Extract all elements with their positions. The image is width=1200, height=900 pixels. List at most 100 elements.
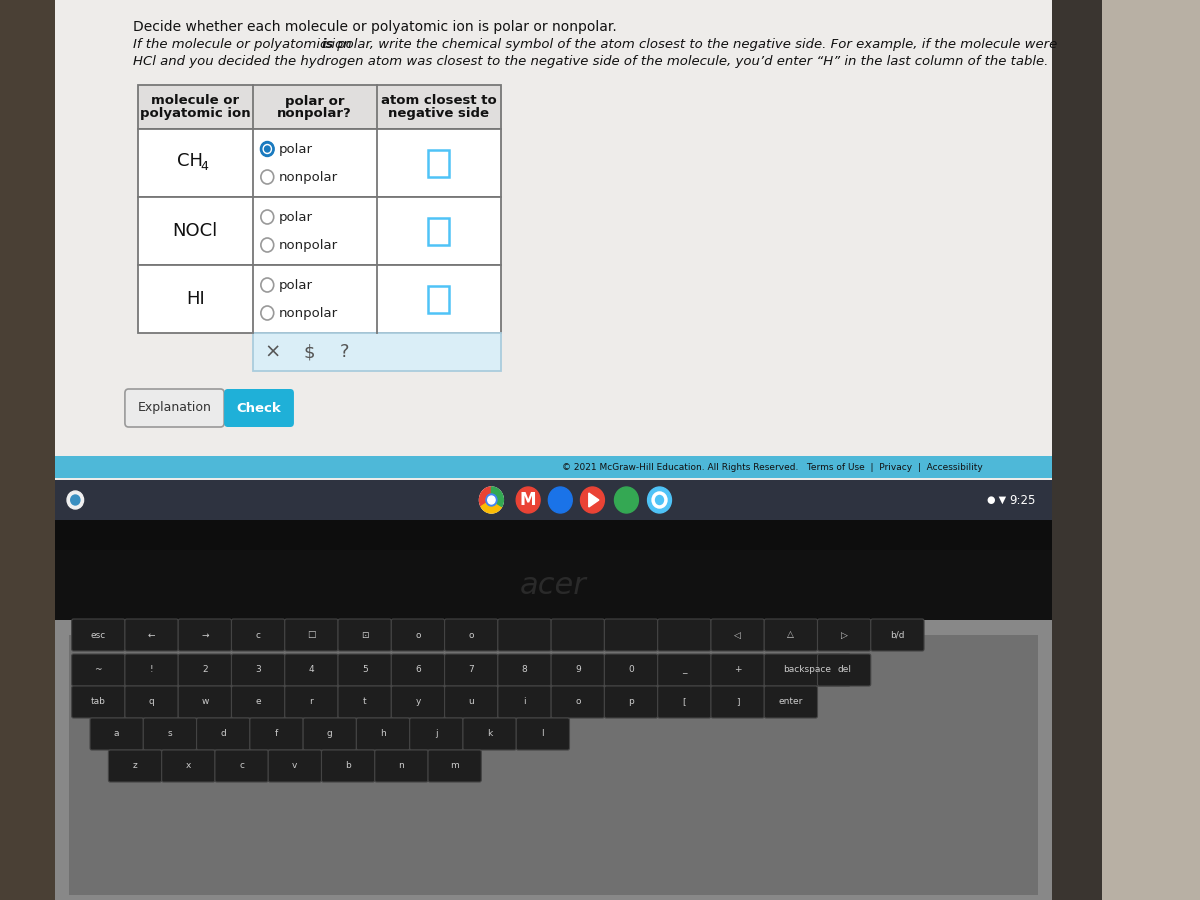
Text: NOCl: NOCl [173,222,218,240]
FancyBboxPatch shape [138,197,500,265]
Text: k: k [487,730,492,739]
FancyBboxPatch shape [391,686,444,718]
Text: △: △ [787,631,794,640]
FancyBboxPatch shape [72,686,125,718]
Text: 9:25: 9:25 [1009,493,1036,507]
Text: M: M [520,491,536,509]
Text: tab: tab [91,698,106,706]
FancyBboxPatch shape [551,686,605,718]
Wedge shape [480,487,492,507]
Text: nonpolar: nonpolar [278,238,337,251]
FancyBboxPatch shape [138,265,500,333]
FancyBboxPatch shape [374,750,428,782]
Text: HI: HI [186,290,204,308]
Text: q: q [149,698,155,706]
Wedge shape [492,487,503,507]
Text: o: o [415,631,421,640]
FancyBboxPatch shape [658,619,710,651]
Text: l: l [541,730,544,739]
Text: c: c [239,761,244,770]
Text: Explanation: Explanation [138,401,211,415]
Text: 2: 2 [202,665,208,674]
FancyBboxPatch shape [428,750,481,782]
Text: b: b [346,761,352,770]
Circle shape [67,491,84,509]
Text: polyatomic ion: polyatomic ion [140,107,251,121]
Text: m: m [450,761,460,770]
FancyBboxPatch shape [338,654,391,686]
Text: 0: 0 [628,665,634,674]
FancyBboxPatch shape [444,686,498,718]
Text: _: _ [682,665,686,674]
FancyBboxPatch shape [356,718,409,750]
FancyBboxPatch shape [197,718,250,750]
Text: j: j [434,730,438,739]
Text: atom closest to: atom closest to [380,94,497,107]
FancyBboxPatch shape [605,654,658,686]
FancyBboxPatch shape [178,654,232,686]
Text: $: $ [304,343,316,361]
Text: © 2021 McGraw-Hill Education. All Rights Reserved.   Terms of Use  |  Privacy  |: © 2021 McGraw-Hill Education. All Rights… [563,463,983,472]
FancyBboxPatch shape [68,635,1038,895]
FancyBboxPatch shape [764,619,817,651]
FancyBboxPatch shape [764,654,851,686]
Text: ]: ] [736,698,739,706]
FancyBboxPatch shape [304,718,356,750]
Text: r: r [310,698,313,706]
FancyBboxPatch shape [871,619,924,651]
Circle shape [480,487,503,513]
FancyBboxPatch shape [162,750,215,782]
Text: molecule or: molecule or [151,94,239,107]
Text: If the molecule or polyatomic ion: If the molecule or polyatomic ion [133,38,356,51]
Text: →: → [202,631,209,640]
Text: esc: esc [91,631,106,640]
Text: [: [ [683,698,686,706]
FancyBboxPatch shape [55,520,1051,550]
FancyBboxPatch shape [90,718,143,750]
Text: nonpolar?: nonpolar? [277,107,352,121]
Text: ◁: ◁ [734,631,742,640]
FancyBboxPatch shape [428,285,449,312]
FancyBboxPatch shape [338,686,391,718]
Text: ?: ? [340,343,349,361]
Text: y: y [415,698,421,706]
Circle shape [516,487,540,513]
Text: del: del [838,665,851,674]
Circle shape [548,487,572,513]
FancyBboxPatch shape [516,718,570,750]
Text: ▷: ▷ [841,631,847,640]
FancyBboxPatch shape [428,149,449,176]
Text: 4: 4 [308,665,314,674]
Text: 5: 5 [361,665,367,674]
Text: acer: acer [520,571,587,599]
FancyBboxPatch shape [0,0,55,900]
Circle shape [264,146,270,152]
Text: Decide whether each molecule or polyatomic ion is polar or nonpolar.: Decide whether each molecule or polyatom… [133,20,617,34]
Text: w: w [202,698,209,706]
Text: p: p [628,698,634,706]
Text: enter: enter [779,698,803,706]
Text: a: a [114,730,120,739]
Text: 4: 4 [200,160,209,174]
Text: h: h [380,730,386,739]
Text: s: s [168,730,173,739]
Circle shape [487,496,496,504]
Text: is: is [322,38,334,51]
Text: ● ▼: ● ▼ [988,495,1006,505]
FancyBboxPatch shape [269,750,322,782]
Text: v: v [292,761,298,770]
Text: o: o [575,698,581,706]
Text: 9: 9 [575,665,581,674]
FancyBboxPatch shape [605,619,658,651]
FancyBboxPatch shape [551,619,605,651]
FancyBboxPatch shape [498,686,551,718]
Text: polar, write the chemical symbol of the atom closest to the negative side. For e: polar, write the chemical symbol of the … [334,38,1057,51]
Text: negative side: negative side [388,107,490,121]
FancyBboxPatch shape [428,218,449,245]
FancyBboxPatch shape [232,619,284,651]
Circle shape [71,495,80,505]
FancyBboxPatch shape [232,654,284,686]
Text: polar: polar [278,142,312,156]
FancyBboxPatch shape [391,654,444,686]
FancyBboxPatch shape [284,619,338,651]
